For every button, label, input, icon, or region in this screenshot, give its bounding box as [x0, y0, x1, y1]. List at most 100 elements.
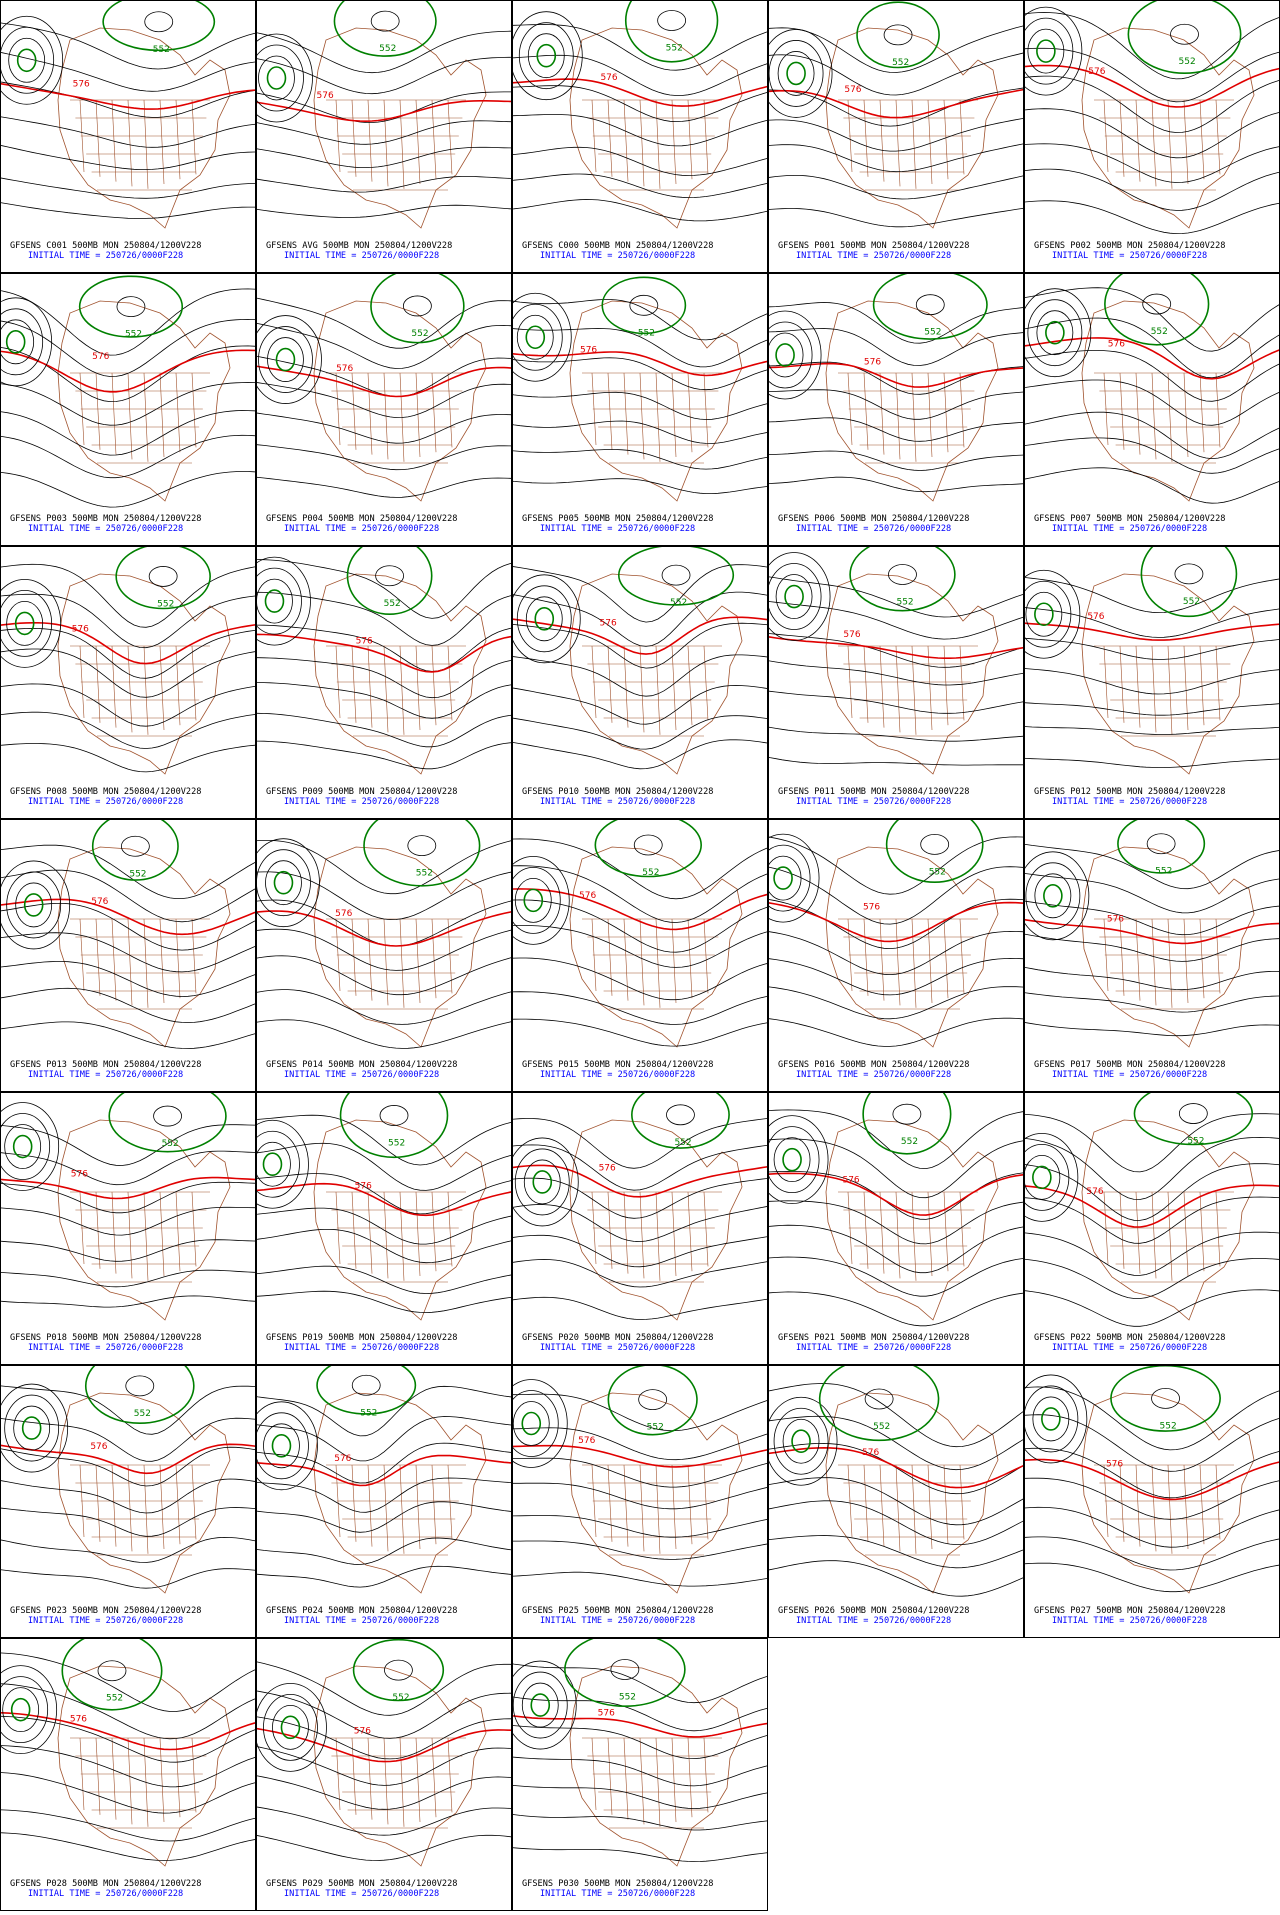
init-line: INITIAL TIME = 250726/0000F228 [28, 1343, 183, 1353]
contour-576 [512, 351, 768, 377]
panel-border [0, 273, 256, 546]
coastline [57, 27, 231, 229]
state-lines [326, 918, 466, 1010]
init-line: INITIAL TIME = 250726/0000F228 [1052, 1070, 1207, 1080]
state-lines [70, 645, 210, 737]
height-contour [1024, 872, 1280, 914]
low-contour [512, 855, 570, 945]
height-contour [0, 116, 256, 148]
height-contour [512, 114, 768, 147]
height-contour [0, 903, 256, 951]
contour-label-576: 576 [578, 1436, 595, 1446]
contour-552 [84, 1365, 195, 1425]
height-contour [768, 866, 1024, 925]
coastline [313, 1392, 487, 1594]
height-contour [512, 449, 768, 470]
map-panel: 552 576 GFSENS P019 500MB MON 250804/1200V… [256, 1092, 512, 1365]
map-area [1024, 1092, 1280, 1327]
height-contour [0, 1295, 256, 1308]
contour-576 [256, 100, 512, 123]
map-panel: 552 576 GFSENS P012 500MB MON 250804/1200V… [1024, 546, 1280, 819]
model-line: GFSENS P024 500MB MON 250804/1200V228 [266, 1606, 457, 1616]
contour-576 [256, 910, 512, 947]
contour-552 [115, 546, 211, 610]
height-contour [0, 1809, 256, 1842]
height-contour [512, 991, 768, 1025]
inner-low [1146, 833, 1176, 855]
low-contour [782, 1418, 820, 1464]
contour-label-576: 576 [598, 1708, 615, 1718]
low-contour [1025, 862, 1081, 930]
low-contour [256, 1119, 309, 1209]
height-contour [512, 1784, 768, 1809]
height-contour [256, 1385, 512, 1437]
height-contour [1024, 437, 1280, 474]
low-contour [8, 37, 46, 83]
map-area [0, 546, 256, 775]
model-line: GFSENS P010 500MB MON 250804/1200V228 [522, 787, 713, 797]
low-contour [258, 326, 313, 393]
coastline [569, 1665, 743, 1867]
height-contour [512, 1813, 768, 1831]
contour-576 [0, 82, 256, 110]
low-contour [512, 1379, 568, 1468]
height-contour [1024, 668, 1280, 695]
state-lines [582, 372, 722, 464]
map-area [768, 1092, 1024, 1327]
init-line: INITIAL TIME = 250726/0000F228 [28, 251, 183, 261]
height-contour [0, 1181, 256, 1214]
low-contour [0, 308, 44, 376]
low-contour [782, 1147, 802, 1172]
init-line: INITIAL TIME = 250726/0000F228 [796, 1616, 951, 1626]
height-contour [768, 1224, 1024, 1274]
inner-low [883, 24, 913, 46]
low-contour [1024, 1132, 1079, 1222]
height-contour [256, 624, 512, 672]
low-contour [768, 855, 802, 901]
low-contour [1024, 1154, 1061, 1200]
inner-low [384, 1659, 413, 1681]
panel-border [512, 546, 768, 819]
height-contour [1024, 1414, 1280, 1472]
low-contour [280, 1715, 301, 1740]
coastline [313, 27, 487, 229]
height-contour [1024, 168, 1280, 211]
contour-552 [818, 1365, 940, 1442]
contour-552 [363, 819, 481, 887]
height-contour [256, 91, 512, 123]
contour-label-576: 576 [600, 618, 617, 628]
low-contour [267, 337, 304, 382]
low-contour [773, 1137, 811, 1183]
height-contour [256, 1565, 512, 1588]
inner-low [351, 1374, 381, 1396]
inner-low [97, 1660, 127, 1682]
model-line: GFSENS P029 500MB MON 250804/1200V228 [266, 1879, 457, 1889]
contour-576 [1024, 1458, 1280, 1501]
height-contour [512, 1234, 768, 1268]
inner-low [148, 566, 178, 587]
model-line: GFSENS P022 500MB MON 250804/1200V228 [1034, 1333, 1225, 1343]
contour-576 [256, 1727, 512, 1763]
low-contour [1034, 602, 1054, 627]
map-area [512, 819, 768, 1048]
coastline [825, 1119, 999, 1321]
map-panel: 552 576 GFSENS P024 500MB MON 250804/1200V… [256, 1365, 512, 1638]
state-lines [1094, 1464, 1234, 1556]
state-lines [1094, 645, 1234, 737]
model-line: GFSENS P012 500MB MON 250804/1200V228 [1034, 787, 1225, 797]
map-area [256, 273, 512, 502]
height-contour [768, 1291, 1024, 1327]
low-contour [0, 26, 55, 94]
low-contour [272, 1704, 309, 1750]
contour-576 [0, 898, 256, 936]
low-contour [775, 574, 813, 619]
height-contour [512, 1393, 768, 1431]
contour-label-552: 552 [360, 1408, 377, 1418]
panel-border [1024, 819, 1280, 1092]
inner-low [375, 565, 405, 587]
height-contour [0, 1652, 256, 1712]
inner-low [629, 294, 659, 316]
inner-low [920, 833, 950, 855]
init-line: INITIAL TIME = 250726/0000F228 [796, 524, 951, 534]
coastline [57, 300, 231, 502]
